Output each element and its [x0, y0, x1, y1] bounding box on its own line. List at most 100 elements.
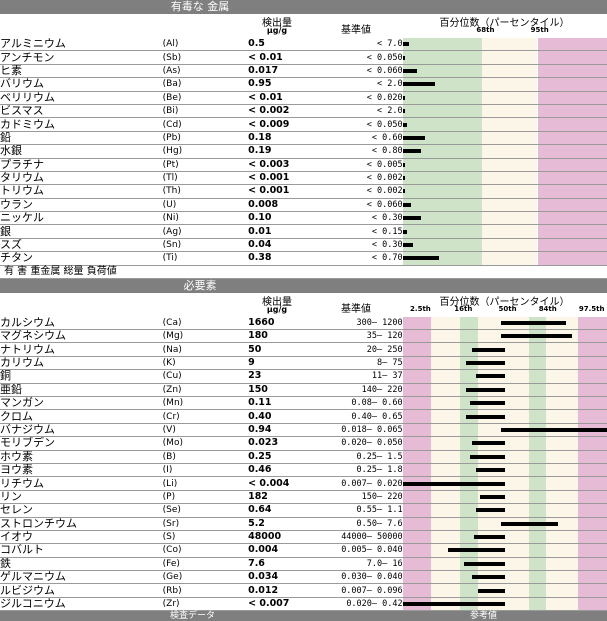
percentile-bar-cell [402, 104, 607, 119]
element-name: バリウム [0, 77, 163, 92]
percentile-band [431, 330, 460, 342]
percentile-bar-cell [402, 436, 607, 451]
percentile-band [578, 584, 607, 597]
table-row: バナジウム (V) 0.94 0.018– 0.065 [0, 423, 607, 438]
table-row: モリブデン (Mo) 0.023 0.020– 0.050 [0, 436, 607, 451]
percentile-band [529, 370, 546, 383]
percentile-band [402, 437, 432, 450]
essential-section: 必要素 検出量 µg/g 基準値 百分位数（パーセンタイル） 2.5th 16th… [0, 278, 607, 612]
percentile-marker [447, 548, 505, 553]
percentile-band [459, 504, 479, 516]
percentile-band [431, 517, 460, 530]
percentile-band [402, 530, 432, 543]
element-symbol: (Bi) [162, 104, 249, 119]
percentile-band [578, 330, 607, 342]
tick-label: 68th [476, 26, 495, 34]
element-symbol: (Co) [162, 543, 249, 558]
percentile-band [545, 517, 579, 530]
percentile-bar-cell [402, 356, 607, 371]
percentile-band [402, 104, 483, 117]
percentile-band [529, 463, 546, 476]
reference-label: 基準値 [341, 303, 371, 315]
element-symbol: (Rb) [162, 583, 249, 598]
table-row: ストロンチウム (Sr) 5.2 0.50– 7.6 [0, 517, 607, 531]
measured-value: < 0.002 [248, 104, 320, 119]
element-name: ニッケル [0, 211, 163, 226]
percentile-bar-cell [402, 131, 607, 146]
table-row: ルビジウム (Rb) 0.012 0.007– 0.096 [0, 583, 607, 598]
percentile-band [578, 490, 607, 503]
percentile-band [431, 316, 460, 329]
percentile-label: 百分位数（パーセンタイル） [439, 18, 570, 29]
reference-range: 0.08– 0.60 [319, 396, 403, 411]
element-symbol: (As) [162, 64, 249, 79]
percentile-marker [402, 256, 440, 261]
percentile-band [529, 544, 546, 557]
element-symbol: (Tl) [162, 171, 249, 186]
percentile-band [578, 450, 607, 463]
percentile-bar-cell [402, 530, 607, 545]
percentile-bar-cell [402, 64, 607, 79]
element-name: ヨウ素 [0, 463, 163, 478]
table-row: 亜鉛 (Zn) 150 140– 220 [0, 383, 607, 397]
value-label: 検出量 [262, 18, 292, 29]
percentile-band [545, 544, 579, 557]
percentile-marker [402, 122, 407, 127]
percentile-band [578, 557, 607, 570]
measured-value: 0.023 [248, 436, 320, 451]
percentile-band [431, 396, 460, 409]
percentile-marker [402, 202, 411, 207]
percentile-band [578, 517, 607, 530]
percentile-band [529, 504, 546, 516]
element-name: コバルト [0, 543, 163, 558]
element-symbol: (Ti) [162, 251, 249, 266]
measured-value: < 0.007 [248, 597, 320, 612]
element-symbol: (V) [162, 423, 249, 438]
percentile-bar-cell [402, 369, 607, 384]
element-symbol: (U) [162, 198, 249, 213]
table-row: カドミウム (Cd) < 0.009 < 0.050 [0, 117, 607, 132]
table-row: リン (P) 182 150– 220 [0, 490, 607, 505]
percentile-band [402, 383, 432, 396]
percentile-bar-cell [402, 583, 607, 598]
element-symbol: (Fe) [162, 557, 249, 572]
percentile-marker [472, 575, 505, 580]
percentile-band [537, 198, 607, 211]
value-label: 検出量 [262, 296, 292, 308]
table-row: ナトリウム (Na) 50 20– 250 [0, 342, 607, 357]
element-name: カリウム [0, 356, 163, 371]
percentile-band [529, 530, 546, 543]
measured-value: 0.008 [248, 198, 320, 213]
reference-label: 基準値 [341, 25, 371, 36]
percentile-bar-cell [402, 557, 607, 572]
percentile-bar-cell [402, 38, 607, 52]
table-row: タリウム (Tl) < 0.001 < 0.002 [0, 171, 607, 186]
percentile-band [578, 370, 607, 383]
percentile-band [578, 343, 607, 356]
element-name: リチウム [0, 476, 163, 491]
percentile-bar-cell [402, 91, 607, 105]
measured-value: 0.18 [248, 131, 320, 146]
essential-header: 必要素 [0, 278, 607, 293]
reference-range: 0.25– 1.5 [319, 450, 403, 464]
percentile-band [402, 584, 432, 597]
percentile-band [545, 584, 579, 597]
percentile-bar-cell [402, 144, 607, 159]
tick-label: 95th [530, 26, 549, 34]
measured-value: 0.40 [248, 409, 320, 424]
percentile-marker [474, 535, 505, 540]
percentile-band [529, 490, 546, 503]
reference-range: < 2.0 [319, 104, 403, 119]
element-symbol: (P) [162, 490, 249, 505]
percentile-marker [402, 189, 405, 194]
percentile-bar-cell [402, 224, 607, 239]
percentile-band [537, 51, 607, 64]
element-symbol: (B) [162, 450, 249, 464]
percentile-band [578, 544, 607, 557]
percentile-band [482, 252, 538, 265]
percentile-band [459, 490, 479, 503]
element-symbol: (Pb) [162, 131, 249, 146]
element-name: ルビジウム [0, 583, 163, 598]
percentile-band [431, 423, 460, 436]
element-symbol: (Th) [162, 184, 249, 199]
